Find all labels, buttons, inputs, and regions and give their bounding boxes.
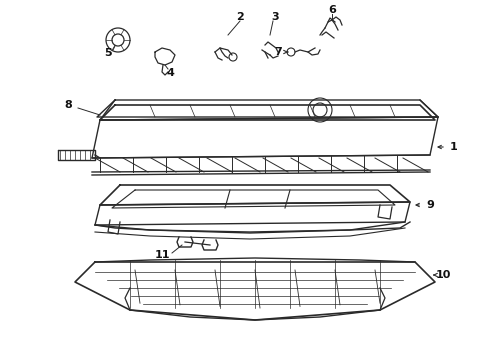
Text: 4: 4	[166, 68, 174, 78]
Text: 10: 10	[435, 270, 451, 280]
Text: 9: 9	[426, 200, 434, 210]
Text: 7: 7	[274, 47, 282, 57]
Text: 2: 2	[236, 12, 244, 22]
Text: 3: 3	[271, 12, 279, 22]
Text: 8: 8	[64, 100, 72, 110]
Text: 6: 6	[328, 5, 336, 15]
Text: 5: 5	[104, 48, 112, 58]
Text: 1: 1	[450, 142, 458, 152]
Text: 11: 11	[154, 250, 170, 260]
